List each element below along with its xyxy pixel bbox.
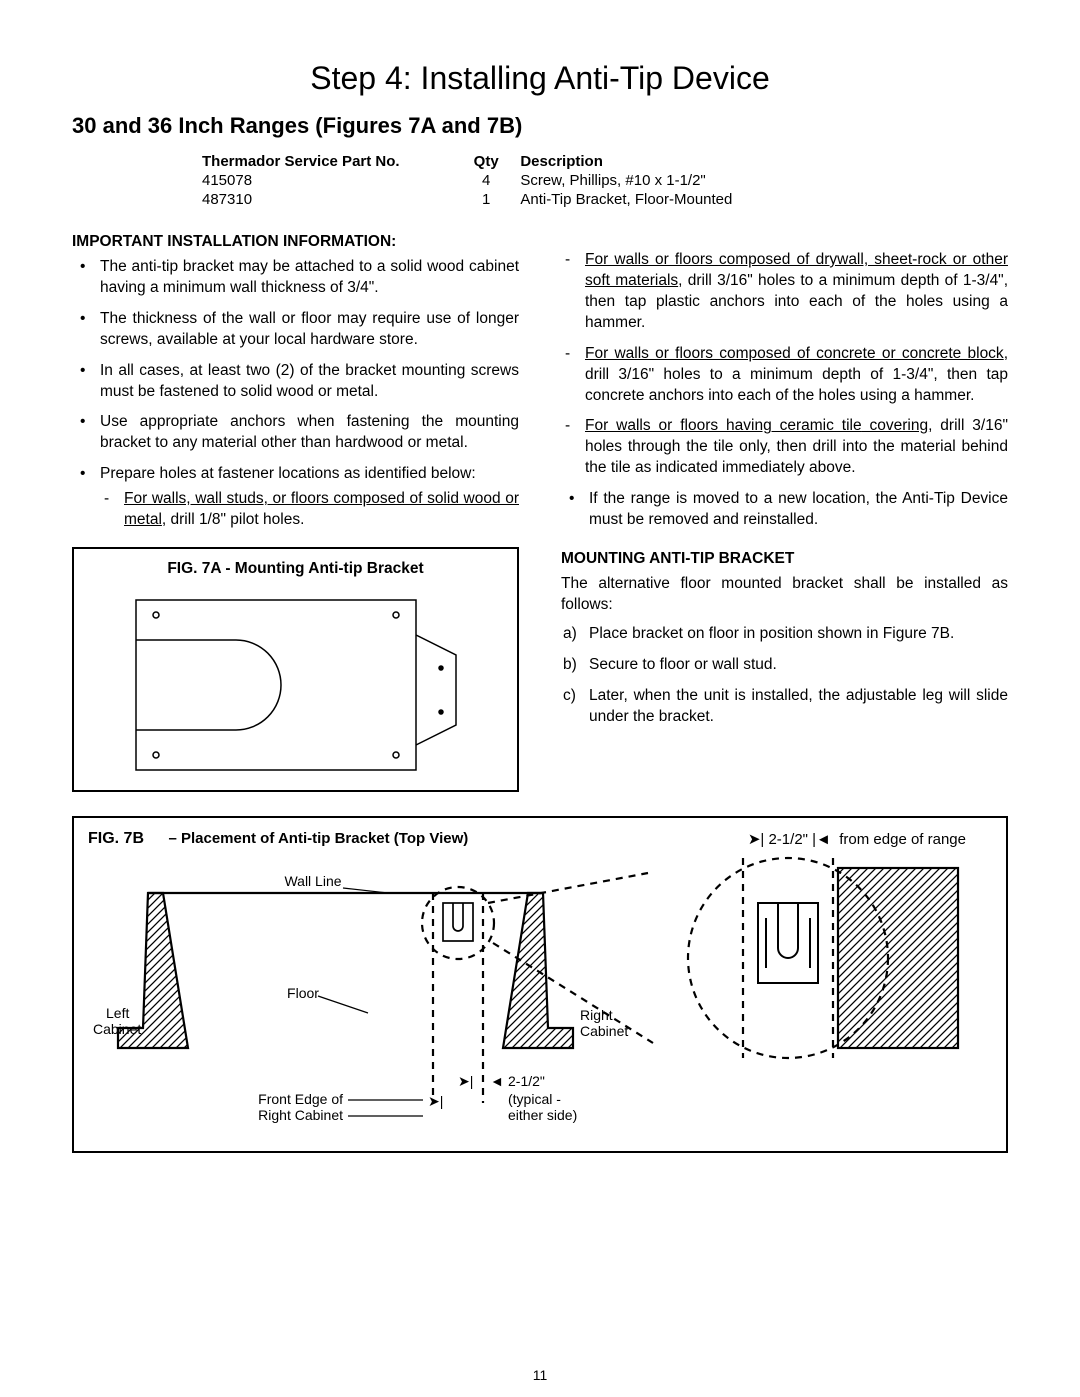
dim-typ: 2-1/2" bbox=[508, 1073, 545, 1089]
mounting-heading: MOUNTING ANTI-TIP BRACKET bbox=[561, 549, 1008, 570]
figure-7a-diagram bbox=[116, 590, 476, 780]
left-column: IMPORTANT INSTALLATION INFORMATION: The … bbox=[72, 228, 519, 792]
list-item: In all cases, at least two (2) of the br… bbox=[72, 361, 519, 403]
dash-list-right: For walls or floors composed of drywall,… bbox=[561, 250, 1008, 479]
underlined: For walls or floors having ceramic tile bbox=[585, 417, 862, 434]
dash-item: For walls or floors having ceramic tile … bbox=[561, 416, 1008, 479]
mounting-intro: The alternative floor mounted bracket sh… bbox=[561, 574, 1008, 616]
label-front-edge: Front Edge of bbox=[258, 1091, 343, 1107]
list-item: The anti-tip bracket may be attached to … bbox=[72, 257, 519, 299]
parts-row: 487310 1 Anti-Tip Bracket, Floor-Mounted bbox=[202, 191, 1008, 208]
figure-7a: FIG. 7A - Mounting Anti-tip Bracket bbox=[72, 547, 519, 792]
underlined2: covering bbox=[862, 417, 929, 434]
step-item: Place bracket on floor in position shown… bbox=[561, 624, 1008, 645]
page-number: 11 bbox=[0, 1367, 1080, 1383]
cell-partno: 415078 bbox=[202, 172, 452, 189]
header-partno: Thermador Service Part No. bbox=[202, 153, 452, 170]
label-right-cabinet: Right bbox=[580, 1007, 613, 1023]
figure-7b: FIG. 7B – Placement of Anti-tip Bracket … bbox=[72, 816, 1008, 1153]
list-item: If the range is moved to a new location,… bbox=[561, 489, 1008, 531]
figure-7b-label: FIG. 7B bbox=[88, 830, 144, 847]
mounting-steps: Place bracket on floor in position shown… bbox=[561, 624, 1008, 728]
dash-item: For walls or floors composed of concrete… bbox=[561, 344, 1008, 407]
label-left-cabinet: Cabinet bbox=[93, 1021, 141, 1037]
parts-table: Thermador Service Part No. Qty Descripti… bbox=[202, 153, 1008, 208]
step-title: Step 4: Installing Anti-Tip Device bbox=[72, 60, 1008, 97]
two-column-body: IMPORTANT INSTALLATION INFORMATION: The … bbox=[72, 228, 1008, 792]
svg-text:◄: ◄ bbox=[490, 1073, 504, 1089]
cell-partno: 487310 bbox=[202, 191, 452, 208]
cell-qty: 4 bbox=[456, 172, 516, 189]
edge-text: from edge of range bbox=[839, 831, 966, 848]
label-right-cabinet: Cabinet bbox=[580, 1023, 628, 1039]
edge-dimension: ➤| 2-1/2" |◄ from edge of range bbox=[748, 830, 966, 848]
dash-rest: , drill 1/8" pilot holes. bbox=[162, 511, 305, 528]
dash-item: For walls or floors composed of drywall,… bbox=[561, 250, 1008, 334]
dash-list: For walls, wall studs, or floors compose… bbox=[100, 489, 519, 531]
list-item: Use appropriate anchors when fastening t… bbox=[72, 412, 519, 454]
arrow-icon: ➤| bbox=[428, 1093, 443, 1109]
label-wall-line: Wall Line bbox=[284, 873, 341, 889]
header-qty: Qty bbox=[456, 153, 516, 170]
cell-desc: Anti-Tip Bracket, Floor-Mounted bbox=[520, 191, 732, 208]
step-item: Later, when the unit is installed, the a… bbox=[561, 686, 1008, 728]
label-typical: (typical - bbox=[508, 1091, 561, 1107]
cell-qty: 1 bbox=[456, 191, 516, 208]
list-item: The thickness of the wall or floor may r… bbox=[72, 309, 519, 351]
arrow-right-icon: |◄ bbox=[812, 831, 831, 848]
dim-value: 2-1/2" bbox=[768, 831, 808, 848]
parts-header: Thermador Service Part No. Qty Descripti… bbox=[202, 153, 1008, 170]
label-floor: Floor bbox=[287, 985, 319, 1001]
underlined: For walls or floors composed of concrete… bbox=[585, 345, 1004, 362]
cell-desc: Screw, Phillips, #10 x 1-1/2" bbox=[520, 172, 705, 189]
dash-item: For walls, wall studs, or floors compose… bbox=[100, 489, 519, 531]
arrow-left-icon: ➤| bbox=[748, 831, 764, 848]
right-column: For walls or floors composed of drywall,… bbox=[561, 228, 1008, 792]
figure-7a-title: FIG. 7A - Mounting Anti-tip Bracket bbox=[88, 559, 503, 580]
important-list: The anti-tip bracket may be attached to … bbox=[72, 257, 519, 531]
figure-7b-sub: – Placement of Anti-tip Bracket (Top Vie… bbox=[168, 830, 468, 847]
important-heading: IMPORTANT INSTALLATION INFORMATION: bbox=[72, 232, 519, 253]
label-left-cabinet: Left bbox=[106, 1005, 129, 1021]
figure-7b-diagram: Wall Line Floor Left Cabinet Right Cabin… bbox=[88, 848, 988, 1138]
subtitle: 30 and 36 Inch Ranges (Figures 7A and 7B… bbox=[72, 113, 1008, 139]
list-item: Prepare holes at fastener locations as i… bbox=[72, 464, 519, 531]
final-bullet: If the range is moved to a new location,… bbox=[561, 489, 1008, 531]
label-front-edge: Right Cabinet bbox=[258, 1107, 343, 1123]
step-item: Secure to floor or wall stud. bbox=[561, 655, 1008, 676]
header-desc: Description bbox=[520, 153, 603, 170]
parts-row: 415078 4 Screw, Phillips, #10 x 1-1/2" bbox=[202, 172, 1008, 189]
arrow-icon: ➤| bbox=[458, 1073, 473, 1089]
list-text: Prepare holes at fastener locations as i… bbox=[100, 465, 476, 482]
label-typical: either side) bbox=[508, 1107, 577, 1123]
page: Step 4: Installing Anti-Tip Device 30 an… bbox=[0, 0, 1080, 1397]
